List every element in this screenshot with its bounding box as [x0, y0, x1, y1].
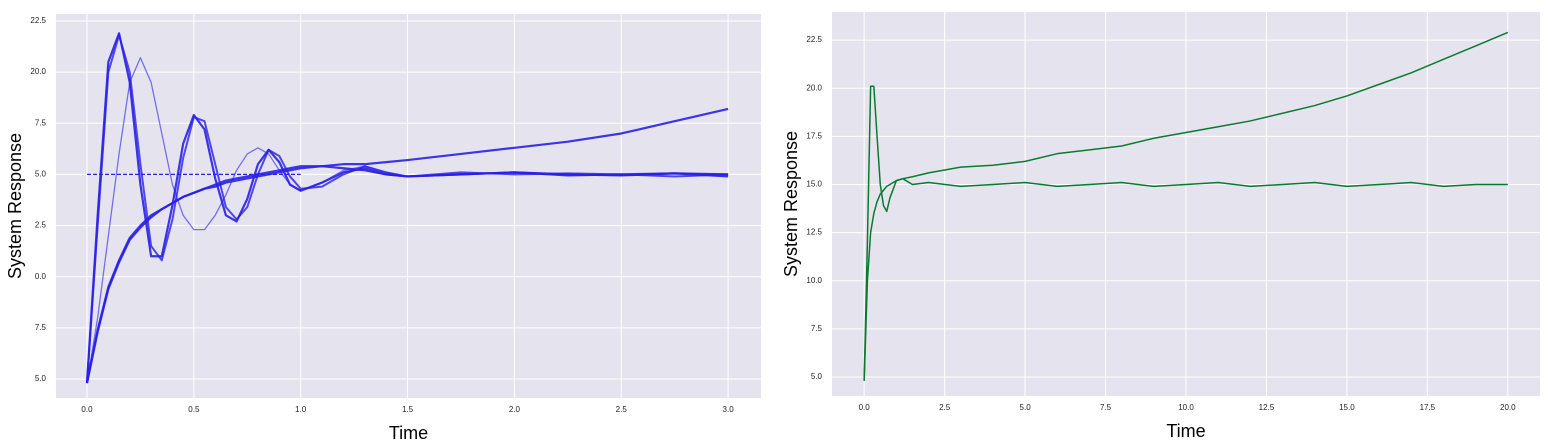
plot-area [56, 14, 761, 398]
y-tick-label: 10.0 [806, 276, 822, 285]
line-series [863, 31, 1509, 381]
line-series [85, 34, 729, 384]
y-tick-label: 7.5 [811, 324, 823, 333]
x-tick-label: 12.5 [1259, 403, 1275, 412]
x-tick-label: 1.0 [295, 405, 307, 414]
x-tick-label: 2.0 [509, 405, 521, 414]
x-tick-label: 2.5 [939, 403, 951, 412]
x-tick-label: 7.5 [1100, 403, 1112, 412]
y-tick-label: 17.5 [806, 131, 822, 140]
y-tick-label: 20.0 [806, 83, 822, 92]
x-tick-label: 1.5 [402, 405, 414, 414]
x-axis-label: Time [1166, 421, 1205, 441]
x-tick-label: 3.0 [723, 405, 735, 414]
y-tick-label: 22.5 [30, 16, 46, 25]
y-tick-label: 5.0 [35, 170, 47, 179]
y-axis-label: System Response [5, 133, 25, 279]
series-group [863, 31, 1509, 381]
line-series [863, 85, 1508, 381]
y-tick-label: 5.0 [811, 372, 823, 381]
x-tick-label: 0.0 [859, 403, 871, 412]
y-tick-label: 0.0 [35, 272, 47, 281]
x-tick-label: 5.0 [1020, 403, 1032, 412]
x-tick-label: 20.0 [1500, 403, 1516, 412]
y-tick-label: 7.5 [35, 323, 47, 332]
line-series [85, 107, 729, 384]
y-tick-label: 20.0 [30, 67, 46, 76]
y-tick-label: 7.5 [35, 118, 47, 127]
x-tick-label: 10.0 [1178, 403, 1194, 412]
y-tick-label: 15.0 [806, 180, 822, 189]
x-tick-label: 0.5 [188, 405, 200, 414]
line-series [85, 165, 729, 384]
y-tick-label: 22.5 [806, 35, 822, 44]
y-tick-label: 2.5 [35, 221, 47, 230]
x-tick-label: 17.5 [1420, 403, 1436, 412]
x-tick-label: 15.0 [1339, 403, 1355, 412]
x-axis-label: Time [389, 423, 428, 443]
x-tick-label: 0.0 [81, 405, 93, 414]
x-tick-label: 2.5 [616, 405, 628, 414]
series-group [85, 32, 729, 384]
y-axis-label: System Response [781, 131, 801, 277]
y-tick-label: 12.5 [806, 228, 822, 237]
y-tick-label: 5.0 [35, 374, 47, 383]
